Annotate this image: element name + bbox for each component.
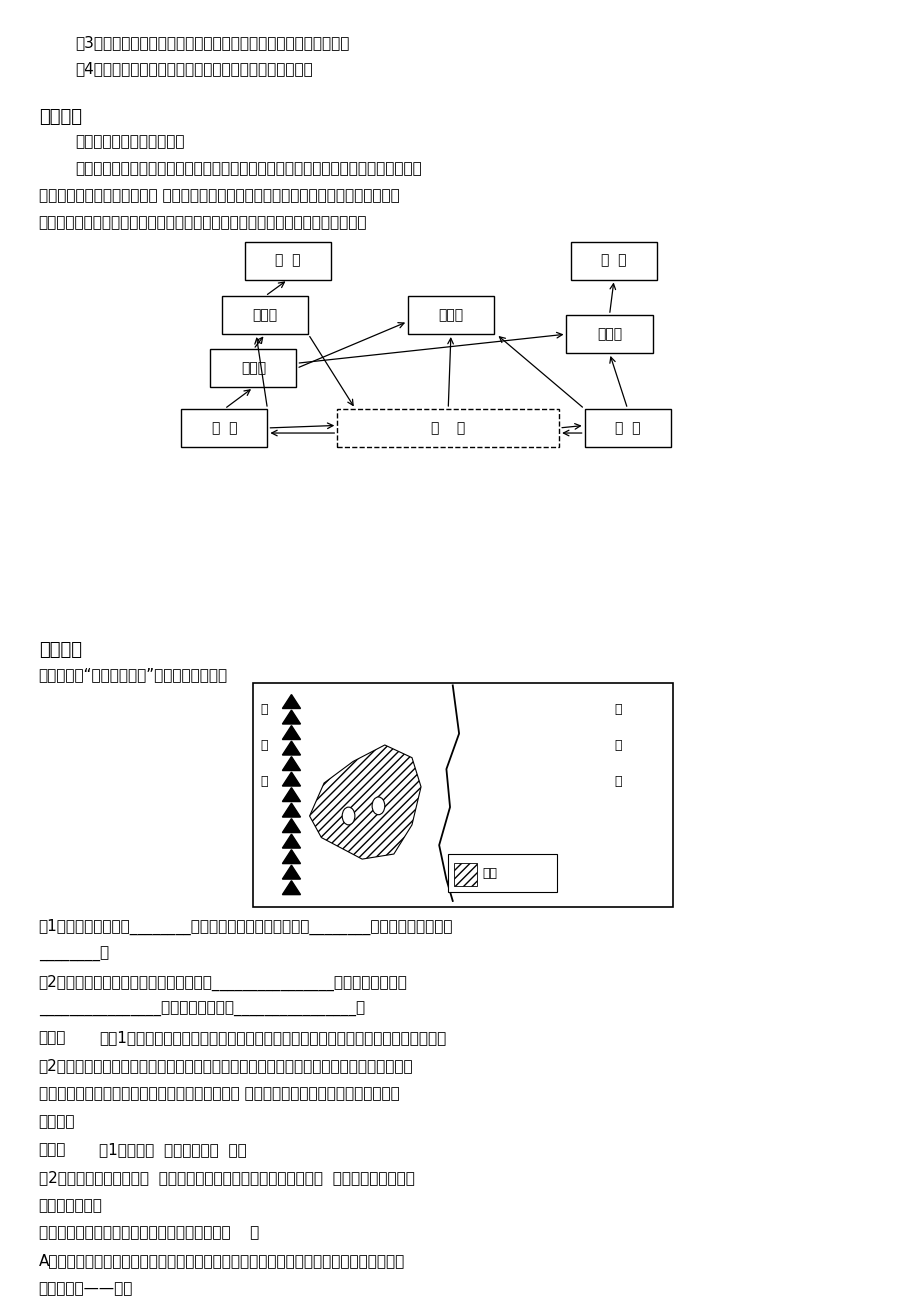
Bar bbox=[566, 315, 652, 353]
Text: 第（1）题，该地为阿根廷的潘帕斯草原，形成大牧场放牲业，放牧的主要是奶牛。第: 第（1）题，该地为阿根廷的潘帕斯草原，形成大牧场放牲业，放牧的主要是奶牛。第 bbox=[99, 1030, 446, 1046]
Text: 的物质基础——饲料: 的物质基础——饲料 bbox=[39, 1281, 133, 1297]
Text: 蔗  基: 蔗 基 bbox=[614, 421, 640, 435]
Text: 以塘泥作桑、蔗、果树的肥料 桑叶养蚕，蚕粪、桑叶、蔗叶又可作鱼饵，塘基互养，形成: 以塘泥作桑、蔗、果树的肥料 桑叶养蚕，蚕粪、桑叶、蔗叶又可作鱼饵，塘基互养，形成 bbox=[39, 189, 399, 203]
Text: 拓展延伸: 拓展延伸 bbox=[39, 108, 82, 126]
Polygon shape bbox=[282, 803, 301, 818]
Text: 草原: 草原 bbox=[482, 867, 497, 880]
Polygon shape bbox=[282, 788, 301, 802]
Text: 种甘蔗: 种甘蔗 bbox=[596, 327, 621, 341]
Text: 植桑业: 植桑业 bbox=[241, 362, 266, 375]
Circle shape bbox=[342, 807, 355, 825]
Text: 鱼    塘: 鱼 塘 bbox=[431, 421, 465, 435]
Text: 珠江三角洲的基塘生产方式: 珠江三角洲的基塘生产方式 bbox=[74, 134, 184, 148]
Polygon shape bbox=[282, 710, 301, 724]
Polygon shape bbox=[282, 694, 301, 708]
Text: 土地租金很低，为牧场的大规模经营提供了可能性 距海港近的区位优势，促进了牧场的商: 土地租金很低，为牧场的大规模经营提供了可能性 距海港近的区位优势，促进了牧场的商 bbox=[39, 1086, 399, 1101]
Bar bbox=[253, 682, 672, 907]
Text: （2）气候温和，草类茂盛  地广人稀，土地租金低，利于大规模经营  距海港近，且新建有: （2）气候温和，草类茂盛 地广人稀，土地租金低，利于大规模经营 距海港近，且新建… bbox=[39, 1169, 414, 1185]
Text: 鐵路与港口相连: 鐵路与港口相连 bbox=[39, 1198, 102, 1212]
Text: 丝  厂: 丝 厂 bbox=[275, 254, 301, 268]
Polygon shape bbox=[282, 756, 301, 771]
Text: ________________；交通区位优势是________________。: ________________；交通区位优势是________________… bbox=[39, 1003, 365, 1017]
Bar bbox=[181, 409, 267, 447]
Text: 大: 大 bbox=[614, 703, 621, 716]
Text: （2）该区域发展畜牲业的优势自然条件是________________；社会经济条件是: （2）该区域发展畜牲业的优势自然条件是________________；社会经济… bbox=[39, 974, 407, 991]
Bar bbox=[571, 242, 656, 280]
Bar bbox=[453, 863, 477, 885]
Text: （2）题，潘帕斯草原气候温和，草类茂盛，是世界上优良的天然草场之一；地广人稀，加上: （2）题，潘帕斯草原气候温和，草类茂盛，是世界上优良的天然草场之一；地广人稀，加… bbox=[39, 1059, 413, 1073]
Polygon shape bbox=[282, 835, 301, 848]
Polygon shape bbox=[282, 725, 301, 740]
Text: 西: 西 bbox=[614, 740, 621, 753]
Text: 平: 平 bbox=[260, 740, 267, 753]
Circle shape bbox=[371, 797, 384, 815]
Text: （1）图中所示区域为________草原，该地的农业地域类型是________，放牧的主要牲畜是: （1）图中所示区域为________草原，该地的农业地域类型是________，… bbox=[39, 919, 453, 935]
Text: 洋: 洋 bbox=[260, 775, 267, 788]
Polygon shape bbox=[310, 745, 421, 859]
Text: （1）潘帕斯  大牧场放牲业  奶牛: （1）潘帕斯 大牧场放牲业 奶牛 bbox=[99, 1142, 247, 1157]
Bar bbox=[337, 409, 559, 447]
Bar bbox=[448, 854, 556, 892]
Text: 了一个良性的水陆互养的基塘农业生态系统，属于形式新颢的混合农业。如下图：: 了一个良性的水陆互养的基塘农业生态系统，属于形式新颢的混合农业。如下图： bbox=[39, 215, 367, 230]
Text: 【例１】读“某草原区位图”，完成下列问题。: 【例１】读“某草原区位图”，完成下列问题。 bbox=[39, 668, 228, 682]
Text: 品经营。: 品经营。 bbox=[39, 1115, 75, 1129]
Polygon shape bbox=[282, 880, 301, 894]
Text: 在低派易淝区挤地成塘，堆泥成基，塘中养鱼，基是上栽植桑树、甘蔗、果树和花卉，: 在低派易淝区挤地成塘，堆泥成基，塘中养鱼，基是上栽植桑树、甘蔗、果树和花卉， bbox=[74, 161, 421, 177]
Text: A．乳畜业与大牧场放牲业都属于畜牲业，所以影响其区位选择的共同性因素是发展畜牲业: A．乳畜业与大牧场放牲业都属于畜牲业，所以影响其区位选择的共同性因素是发展畜牲业 bbox=[39, 1254, 404, 1268]
Bar bbox=[584, 409, 670, 447]
Bar bbox=[221, 296, 308, 335]
Polygon shape bbox=[282, 741, 301, 755]
Text: 养蚕业: 养蚕业 bbox=[253, 309, 278, 322]
Bar bbox=[244, 242, 331, 280]
Text: 太: 太 bbox=[260, 703, 267, 716]
Polygon shape bbox=[282, 850, 301, 863]
Text: 答案：: 答案： bbox=[39, 1142, 66, 1157]
Bar bbox=[210, 349, 296, 388]
Text: 学以致用: 学以致用 bbox=[39, 641, 82, 659]
Polygon shape bbox=[282, 772, 301, 786]
Text: 桑  基: 桑 基 bbox=[211, 421, 237, 435]
Text: 洋: 洋 bbox=[614, 775, 621, 788]
Text: ________。: ________。 bbox=[39, 947, 108, 962]
Text: 解析：: 解析： bbox=[39, 1030, 66, 1046]
Polygon shape bbox=[282, 865, 301, 879]
Text: 糖  厂: 糖 厂 bbox=[601, 254, 626, 268]
Text: 养鱼业: 养鱼业 bbox=[437, 309, 463, 322]
Text: （3）市场：人口密集，城市化水平高，人们有消费乳制品的习惯。: （3）市场：人口密集，城市化水平高，人们有消费乳制品的习惯。 bbox=[74, 35, 349, 49]
Bar bbox=[407, 296, 494, 335]
Text: 【例２】下列关于乳畜业的叙述，不正确的是（    ）: 【例２】下列关于乳畜业的叙述，不正确的是（ ） bbox=[39, 1225, 258, 1241]
Polygon shape bbox=[282, 819, 301, 832]
Text: （4）机械化：机械化程度高，缓解了劳动力短缺的问题。: （4）机械化：机械化程度高，缓解了劳动力短缺的问题。 bbox=[74, 61, 312, 77]
